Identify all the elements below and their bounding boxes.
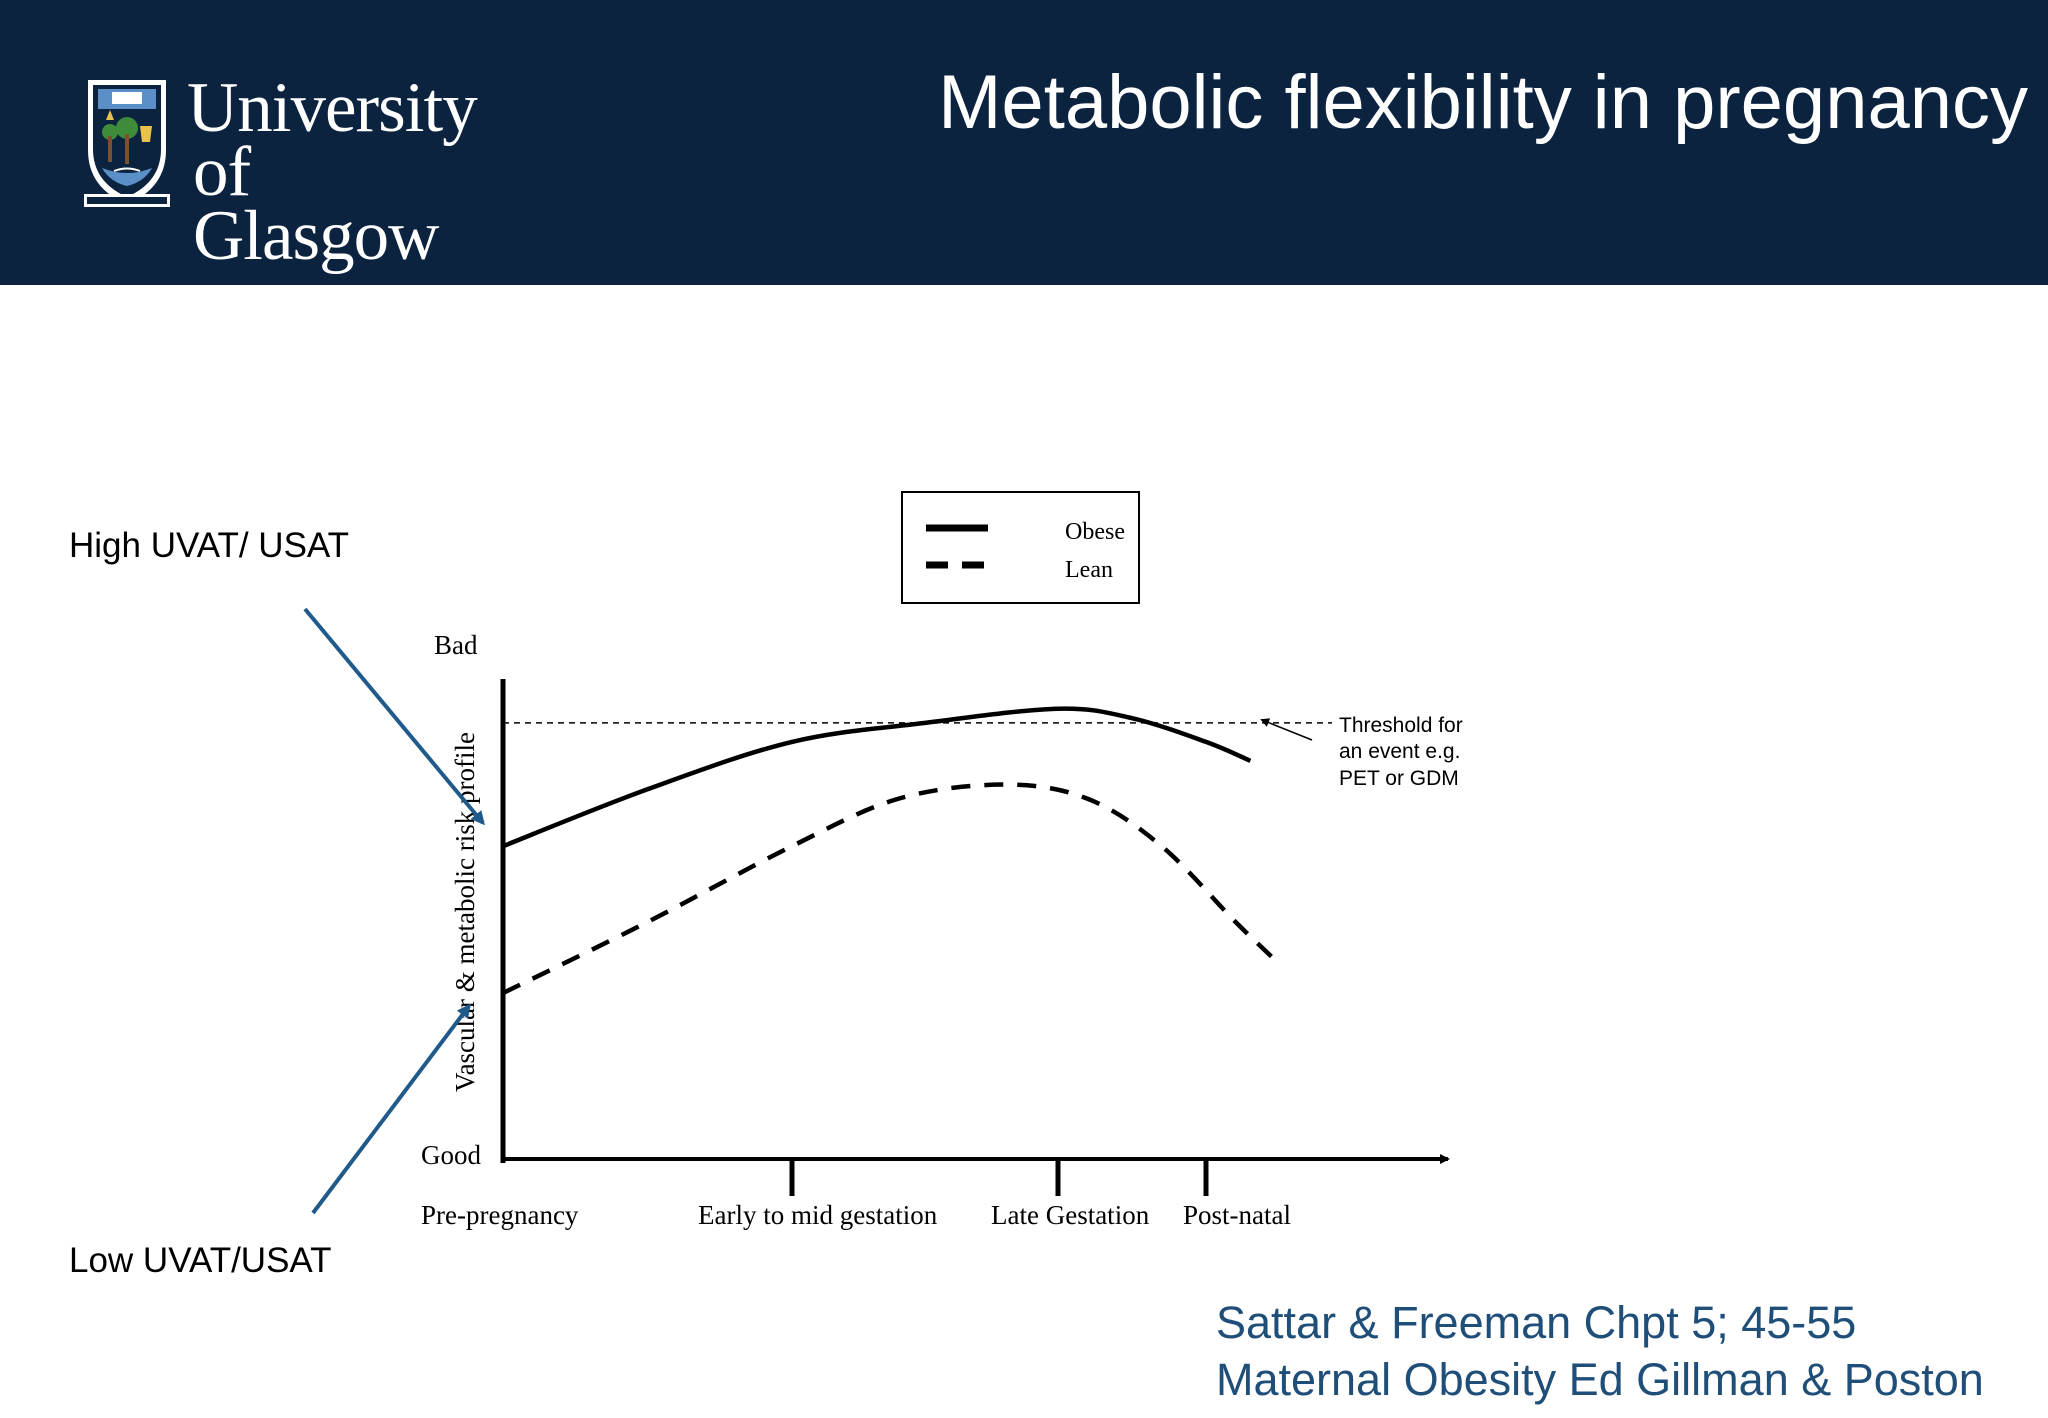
university-wordmark: University of Glasgow	[187, 73, 504, 275]
logo-line-2: of Glasgow	[193, 133, 439, 275]
logo-line-1: University	[187, 69, 478, 147]
university-crest-icon	[84, 80, 170, 207]
high-uvat-label: High UVAT/ USAT	[69, 526, 350, 565]
threshold-label-line: PET or GDM	[1339, 767, 1459, 790]
slide-title: Metabolic flexibility in pregnancy	[938, 60, 2028, 145]
x-tick-label: Late Gestation	[991, 1200, 1150, 1230]
legend-label-obese: Obese	[1065, 519, 1125, 545]
threshold-label-line: Threshold for	[1339, 714, 1463, 737]
threshold-pointer	[1260, 718, 1313, 741]
citation-line-1: Sattar & Freeman Chpt 5; 45-55	[1216, 1297, 1857, 1348]
low-uvat-label: Low UVAT/USAT	[69, 1241, 332, 1280]
slide-header: University of Glasgow Metabolic flexibil…	[0, 0, 2048, 285]
citation: Sattar & Freeman Chpt 5; 45-55 Maternal …	[1216, 1294, 1984, 1408]
series-line-obese	[502, 706, 1252, 849]
low-uvat-arrow	[311, 1003, 471, 1215]
citation-line-2: Maternal Obesity Ed Gillman & Poston	[1216, 1354, 1984, 1405]
threshold-label-line: an event e.g.	[1339, 740, 1460, 763]
x-tick-label: Pre-pregnancy	[421, 1200, 579, 1230]
high-uvat-arrow	[303, 607, 485, 826]
series-line-lean	[502, 782, 1282, 996]
chart-legend: Obese Lean	[901, 491, 1140, 604]
x-tick-label: Early to mid gestation	[698, 1200, 938, 1230]
university-logo: University of Glasgow	[84, 73, 504, 272]
legend-label-lean: Lean	[1065, 557, 1113, 583]
legend-frame	[901, 491, 1140, 604]
y-top-label: Bad	[434, 630, 478, 660]
x-tick-label: Post-natal	[1183, 1200, 1291, 1230]
y-bottom-label: Good	[421, 1140, 481, 1170]
